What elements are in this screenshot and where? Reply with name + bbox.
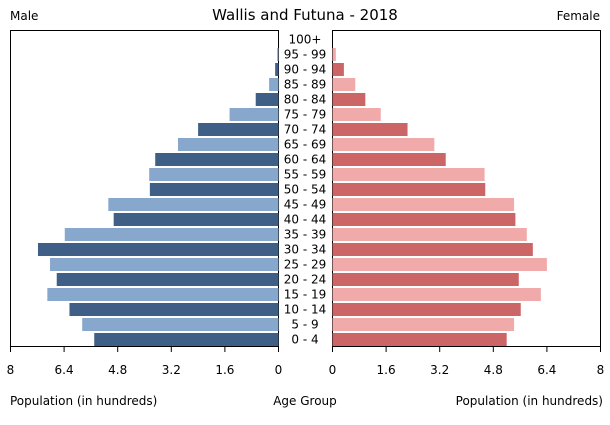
female-x-tick-label: 6.4 [537,363,556,377]
age-group-label: 45 - 49 [284,198,327,212]
male-bar-40-44 [113,213,279,226]
female-bar-5-9 [332,318,515,331]
male-bar-20-24 [56,273,279,286]
male-bar-60-64 [155,153,279,166]
age-group-label: 80 - 84 [284,93,327,107]
female-x-tick-label: 4.8 [484,363,503,377]
age-group-label: 35 - 39 [284,228,327,242]
male-x-axis-title: Population (in hundreds) [10,394,157,408]
age-group-label: 0 - 4 [291,333,318,347]
chart-title: Wallis and Futuna - 2018 [212,6,398,24]
female-x-tick-label: 3.2 [430,363,449,377]
male-bar-50-54 [149,183,279,196]
female-bar-15-19 [332,288,541,301]
female-bar-75-79 [332,108,381,121]
male-bar-55-59 [149,168,279,181]
age-group-label: 55 - 59 [284,168,327,182]
age-group-label: 50 - 54 [284,183,327,197]
age-group-label: 20 - 24 [284,273,327,287]
male-x-tick-label: 6.4 [55,363,74,377]
female-bar-45-49 [332,198,515,211]
female-bar-25-29 [332,258,547,271]
female-bar-65-69 [332,138,435,151]
male-bar-25-29 [50,258,279,271]
age-group-label: 10 - 14 [284,303,327,317]
male-bar-90-94 [275,63,279,76]
age-group-label: 100+ [289,33,322,47]
male-bar-85-89 [269,78,279,91]
female-bar-70-74 [332,123,408,136]
female-bar-10-14 [332,303,521,316]
female-bar-20-24 [332,273,519,286]
female-x-tick-label: 0 [329,363,337,377]
male-label: Male [10,9,38,23]
age-group-label: 15 - 19 [284,288,327,302]
female-bars [332,48,547,346]
female-label: Female [557,9,600,23]
age-group-label: 40 - 44 [284,213,327,227]
female-bar-35-39 [332,228,527,241]
female-bar-50-54 [332,183,486,196]
age-group-label: 95 - 99 [284,48,327,62]
age-group-label: 85 - 89 [284,78,327,92]
female-bar-60-64 [332,153,446,166]
age-group-label: 25 - 29 [284,258,327,272]
age-group-label: 65 - 69 [284,138,327,152]
male-bar-80-84 [255,93,279,106]
female-bar-30-34 [332,243,533,256]
female-x-tick-label: 1.6 [377,363,396,377]
female-x-axis-title: Population (in hundreds) [456,394,603,408]
age-group-label: 75 - 79 [284,108,327,122]
age-group-label: 70 - 74 [284,123,327,137]
male-bar-65-69 [178,138,279,151]
age-group-label: 60 - 64 [284,153,327,167]
female-bar-0-4 [332,333,507,346]
male-bar-5-9 [82,318,279,331]
female-x-tick-label: 8 [597,363,605,377]
male-bar-15-19 [47,288,279,301]
female-bar-85-89 [332,78,356,91]
male-bar-0-4 [94,333,279,346]
male-bar-45-49 [108,198,279,211]
male-x-tick-label: 0 [275,363,283,377]
female-bar-55-59 [332,168,485,181]
male-x-tick-label: 4.8 [108,363,127,377]
female-bar-90-94 [332,63,344,76]
male-x-tick-label: 3.2 [162,363,181,377]
age-group-label: 30 - 34 [284,243,327,257]
female-bar-95-99 [332,48,336,61]
female-bar-40-44 [332,213,516,226]
male-bar-95-99 [277,48,279,61]
female-bar-80-84 [332,93,366,106]
male-bar-70-74 [198,123,279,136]
male-bar-30-34 [37,243,279,256]
male-x-axis: 0 1.6 3.2 4.8 6.4 8 [7,346,283,377]
male-x-tick-label: 1.6 [215,363,234,377]
male-x-tick-label: 8 [7,363,15,377]
age-group-label: 5 - 9 [291,318,318,332]
male-bars [37,48,279,346]
male-bar-10-14 [69,303,279,316]
age-group-axis-title: Age Group [273,394,337,408]
male-bar-35-39 [64,228,279,241]
female-x-axis: 0 1.6 3.2 4.8 6.4 8 [329,346,605,377]
age-group-label: 90 - 94 [284,63,327,77]
male-bar-75-79 [229,108,279,121]
